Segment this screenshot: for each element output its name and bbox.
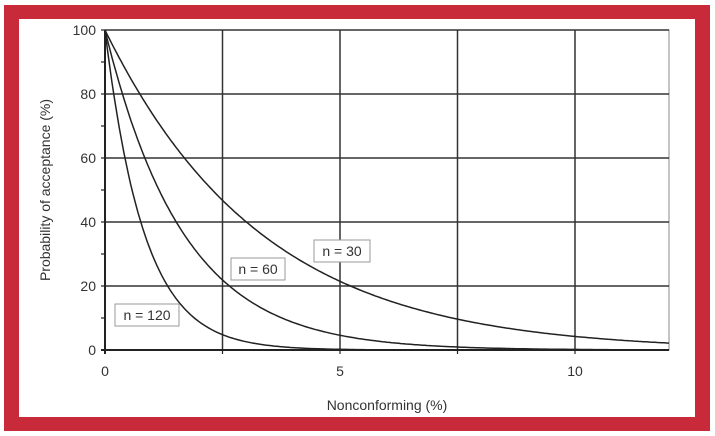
y-tick-100: 100 (73, 22, 97, 38)
label-n60: n = 60 (238, 261, 278, 277)
grid (105, 29, 669, 350)
x-axis-label: Nonconforming (%) (327, 397, 448, 413)
label-n30: n = 30 (322, 243, 362, 259)
label-box-n60 (230, 257, 286, 281)
y-axis-label: Probability of acceptance (%) (37, 99, 53, 281)
label-box-n120 (114, 303, 180, 327)
y-tick-40: 40 (80, 214, 96, 230)
y-tick-0: 0 (88, 342, 96, 358)
y-tick-20: 20 (80, 278, 96, 294)
y-tick-60: 60 (80, 150, 96, 166)
label-box-n30 (313, 239, 371, 263)
x-tick-10: 10 (567, 363, 583, 379)
plot-area (104, 29, 670, 351)
y-tick-80: 80 (80, 86, 96, 102)
ticks (101, 29, 576, 354)
x-tick-0: 0 (101, 363, 109, 379)
label-n120: n = 120 (123, 307, 170, 323)
x-tick-5: 5 (336, 363, 344, 379)
curve-n30 (104, 29, 670, 344)
